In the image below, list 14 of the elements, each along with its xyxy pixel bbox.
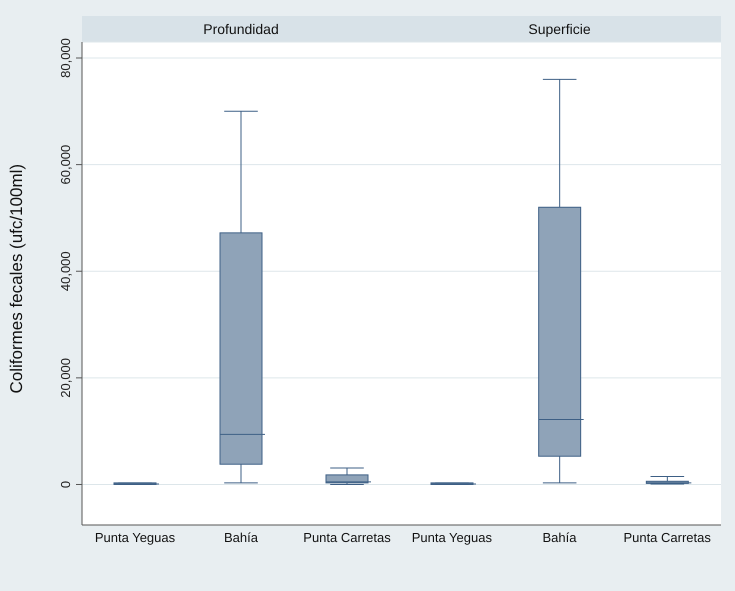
x-tick-label: Punta Carretas <box>623 530 712 546</box>
x-tick-label: Bahía <box>542 530 578 546</box>
x-tick-label: Bahía <box>224 530 259 546</box>
y-tick-label: 80,000 <box>58 38 73 78</box>
y-tick-label: 0 <box>58 480 73 488</box>
x-tick-label: Punta Yeguas <box>94 530 176 546</box>
y-tick-label: 60,000 <box>58 144 73 184</box>
chart-title: Profundidad <box>82 16 400 42</box>
y-tick-label: 40,000 <box>58 251 73 292</box>
chart-title: Superficie <box>398 16 721 42</box>
y-axis-title: Coliformes fecales (ufc/100ml) <box>7 164 26 394</box>
x-tick-label: Punta Yeguas <box>412 530 492 546</box>
x-tick-label: Punta Carretas <box>303 530 392 546</box>
y-tick-label: 20,000 <box>58 358 73 398</box>
